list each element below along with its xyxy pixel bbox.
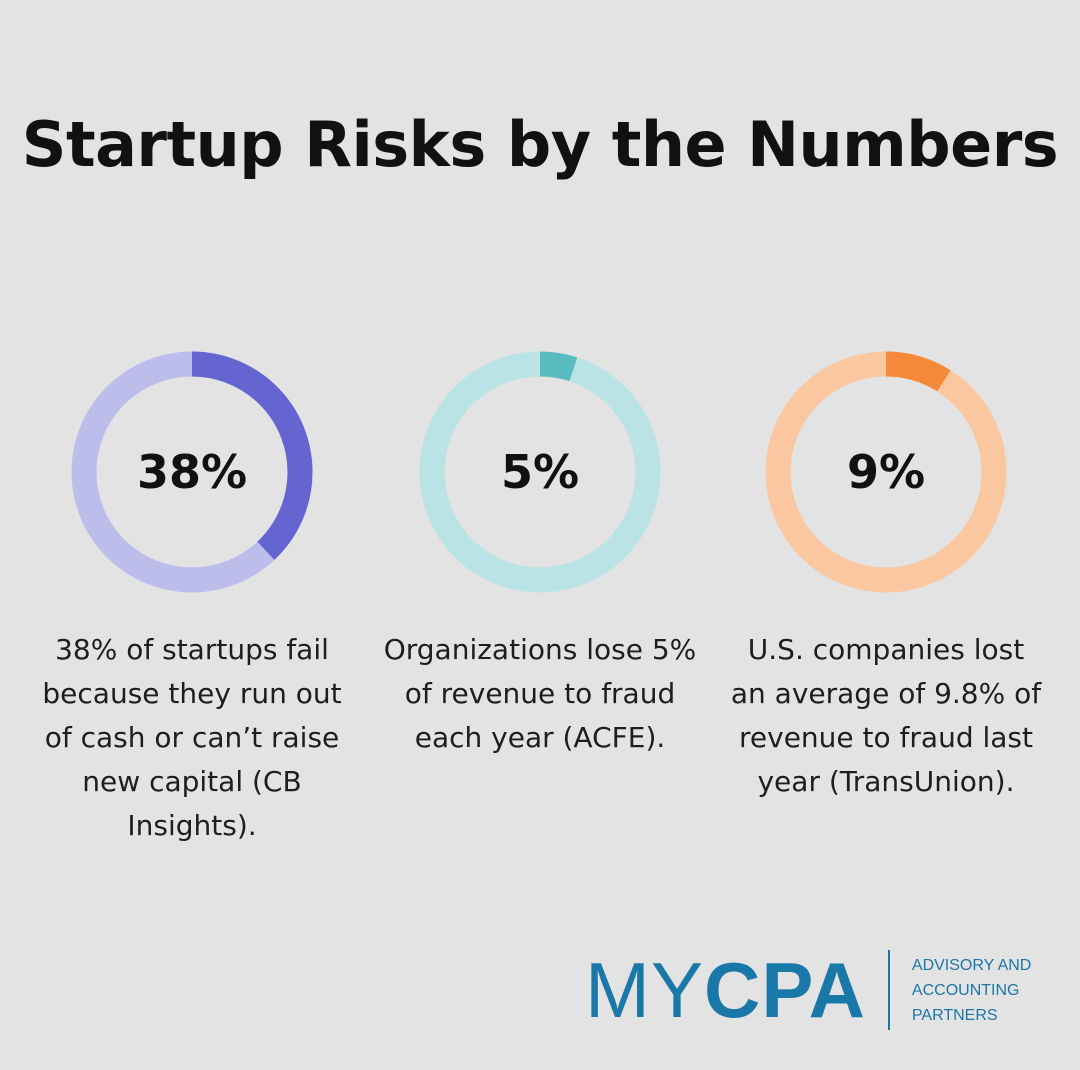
donut-svg xyxy=(419,351,661,593)
donut-svg xyxy=(765,351,1007,593)
stat-card-cash: 38% 38% of startups fail because they ru… xyxy=(32,350,352,848)
logo-name-bold: CPA xyxy=(704,946,866,1034)
donut-chart: 5% xyxy=(418,350,662,594)
logo-tagline-line: ACCOUNTING xyxy=(911,981,1020,999)
stat-caption: U.S. companies lost an average of 9.8% o… xyxy=(730,633,1042,798)
donut-chart: 9% xyxy=(764,350,1008,594)
donut-arc xyxy=(419,351,661,593)
logo-wordmark: MYCPA xyxy=(585,948,866,1032)
donut-arc xyxy=(765,351,1007,593)
donut-svg xyxy=(71,351,313,593)
donut-value: 38% xyxy=(136,445,248,499)
donut-value: 9% xyxy=(846,445,926,499)
stat-card-fraud-loss: 5% Organizations lose 5% of revenue to f… xyxy=(380,350,700,760)
donut-arc xyxy=(71,351,313,593)
logo-name-thin: MY xyxy=(585,946,704,1034)
stat-caption: 38% of startups fail because they run ou… xyxy=(42,633,342,842)
logo-tagline-line: ADVISORY AND xyxy=(911,956,1032,974)
logo-divider xyxy=(887,950,890,1030)
stat-caption: Organizations lose 5% of revenue to frau… xyxy=(383,633,697,754)
logo-tagline: ADVISORY AND ACCOUNTING PARTNERS xyxy=(912,953,1031,1028)
donut-value: 5% xyxy=(500,445,580,499)
logo-tagline-line: PARTNERS xyxy=(911,1006,998,1024)
company-logo: MYCPA ADVISORY AND ACCOUNTING PARTNERS xyxy=(585,948,1031,1032)
donut-chart: 38% xyxy=(70,350,314,594)
page-title: Startup Risks by the Numbers xyxy=(21,108,1059,181)
stat-card-us-fraud: 9% U.S. companies lost an average of 9.8… xyxy=(726,350,1046,804)
